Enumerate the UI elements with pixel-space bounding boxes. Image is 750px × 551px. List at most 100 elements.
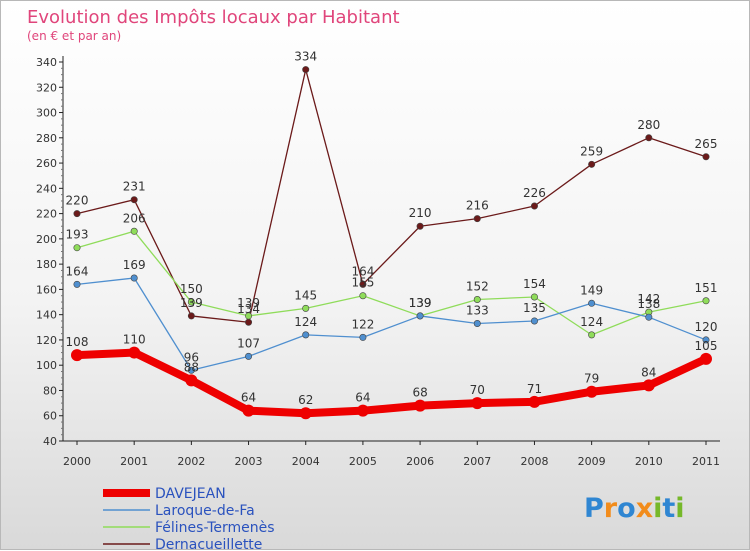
x-tick-label: 2010 <box>635 455 663 468</box>
data-point <box>302 304 310 312</box>
data-label: 120 <box>695 320 718 334</box>
data-point <box>588 299 596 307</box>
data-point <box>356 404 369 417</box>
data-point <box>585 385 598 398</box>
data-point <box>359 280 367 288</box>
legend: DAVEJEANLaroque-de-FaFélines-TermenèsDer… <box>103 486 275 551</box>
data-label: 216 <box>466 199 489 213</box>
data-point <box>359 292 367 300</box>
data-label: 164 <box>351 264 374 278</box>
data-label: 134 <box>237 302 260 316</box>
x-tick-label: 2001 <box>120 455 148 468</box>
brand-letter: o <box>617 493 636 524</box>
data-point <box>473 296 481 304</box>
data-point <box>473 320 481 328</box>
data-label: 231 <box>123 180 146 194</box>
data-label: 122 <box>351 317 374 331</box>
data-label: 110 <box>123 333 146 347</box>
data-label: 138 <box>637 297 660 311</box>
data-point <box>245 312 253 320</box>
data-point <box>128 346 141 359</box>
data-label: 62 <box>298 393 313 407</box>
data-label: 133 <box>466 304 489 318</box>
data-point <box>73 210 81 218</box>
y-tick-label: 160 <box>36 283 57 296</box>
data-point <box>416 312 424 320</box>
series-layer <box>71 66 712 420</box>
data-point <box>242 404 255 417</box>
data-label: 124 <box>294 315 317 329</box>
data-label: 155 <box>351 276 374 290</box>
data-label: 152 <box>466 280 489 294</box>
y-tick-label: 260 <box>36 157 57 170</box>
data-label: 70 <box>470 383 485 397</box>
chart-title: Evolution des Impôts locaux par Habitant <box>27 7 400 28</box>
data-point <box>702 153 710 161</box>
data-label: 334 <box>294 50 317 64</box>
data-point <box>416 222 424 230</box>
data-point <box>588 160 596 168</box>
data-point <box>702 297 710 305</box>
y-tick-label: 300 <box>36 107 57 120</box>
data-label: 139 <box>409 296 432 310</box>
y-tick-label: 200 <box>36 233 57 246</box>
data-point <box>130 274 138 282</box>
data-point <box>642 379 655 392</box>
data-point <box>702 336 710 344</box>
x-tick-label: 2011 <box>692 455 720 468</box>
brand-letter: t <box>662 493 675 524</box>
data-label: 139 <box>409 296 432 310</box>
y-tick-label: 340 <box>36 56 57 69</box>
data-point <box>187 298 195 306</box>
data-label: 64 <box>355 391 370 405</box>
brand-letter: x <box>636 493 653 524</box>
y-tick-label: 100 <box>36 359 57 372</box>
data-label: 226 <box>523 186 546 200</box>
data-point <box>187 366 195 374</box>
data-point <box>530 202 538 210</box>
x-tick-label: 2000 <box>63 455 91 468</box>
data-point <box>130 227 138 235</box>
y-tick-label: 60 <box>43 410 57 423</box>
data-point <box>645 134 653 142</box>
data-point <box>473 215 481 223</box>
data-point <box>299 407 312 420</box>
data-label: 259 <box>580 144 603 158</box>
legend-label: DAVEJEAN <box>155 486 226 502</box>
axes: 40 60 80 100 120 140 160 180 200 220 240 260 280 300 3… <box>36 56 720 468</box>
data-label: 193 <box>66 228 89 242</box>
data-label: 64 <box>241 391 256 405</box>
y-tick-label: 220 <box>36 208 57 221</box>
data-label: 265 <box>695 137 718 151</box>
data-label: 210 <box>409 206 432 220</box>
y-tick-label: 320 <box>36 81 57 94</box>
y-tick-label: 40 <box>43 435 57 448</box>
brand-letter: i <box>653 493 662 524</box>
brand-letter: P <box>584 493 604 524</box>
data-point <box>73 280 81 288</box>
data-label: 108 <box>66 335 89 349</box>
data-point <box>185 374 198 387</box>
data-point <box>302 66 310 74</box>
data-label: 71 <box>527 382 542 396</box>
data-label: 154 <box>523 277 546 291</box>
y-tick-label: 180 <box>36 258 57 271</box>
data-label: 96 <box>184 350 199 364</box>
series-line-0 <box>73 348 710 418</box>
data-point <box>414 399 427 412</box>
data-point <box>471 397 484 410</box>
data-label: 79 <box>584 372 599 386</box>
data-point <box>71 349 83 362</box>
data-point <box>245 318 253 326</box>
data-label: 88 <box>184 360 199 374</box>
data-point <box>588 331 596 339</box>
chart-subtitle: (en € et par an) <box>27 29 121 43</box>
data-point <box>359 333 367 341</box>
data-label: 150 <box>180 282 203 296</box>
data-label: 84 <box>641 365 656 379</box>
x-tick-label: 2007 <box>463 455 491 468</box>
data-label: 139 <box>180 296 203 310</box>
data-label: 124 <box>580 315 603 329</box>
